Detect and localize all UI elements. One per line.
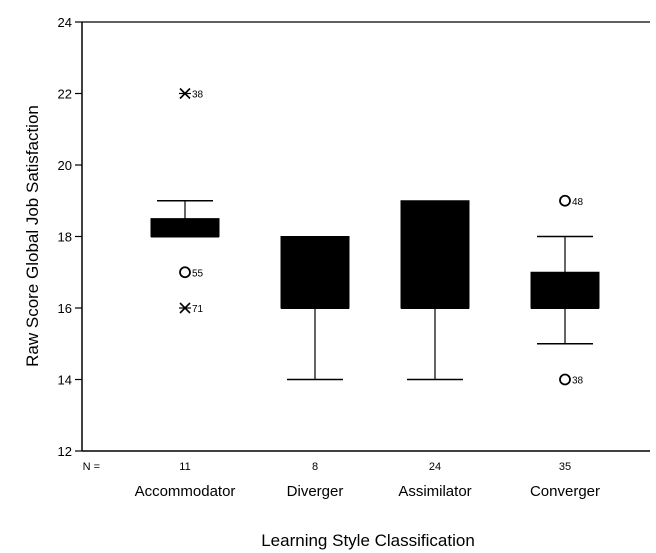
y-tick-label: 20 [58,158,72,173]
outlier-marker [179,266,191,279]
outlier-marker [559,373,571,386]
outlier-marker [559,194,571,207]
box-iqr [530,271,600,309]
y-tick-label: 16 [58,301,72,316]
y-axis-title: Raw Score Global Job Satisfaction [23,105,42,367]
n-value: 11 [179,461,190,473]
y-tick-label: 12 [58,444,72,459]
n-value: 8 [312,461,318,473]
extreme-marker [179,87,191,100]
y-tick-label: 18 [58,230,72,245]
box-accommodator: 38 55 71 [150,87,220,315]
x-axis-title: Learning Style Classification [261,531,475,550]
box-iqr [280,236,350,309]
box-converger: 48 38 [530,194,600,387]
box-iqr [150,218,220,237]
outlier-label: 38 [572,376,584,387]
y-tick-label: 22 [58,87,72,102]
outlier-label: 55 [192,268,204,279]
outlier-label: 48 [572,197,584,208]
n-value: 35 [559,461,571,473]
box-diverger [280,236,350,381]
category-label: Diverger [287,483,344,500]
category-label: Assimilator [398,483,471,500]
outlier-label: 71 [192,304,204,315]
category-label: Converger [530,483,600,500]
y-tick-label: 14 [58,373,72,388]
y-axis-ticks: 12 14 16 18 20 22 24 [58,15,82,459]
y-tick-label: 24 [58,15,72,30]
outlier-label: 38 [192,90,204,101]
boxes: 38 55 71 48 38 [150,87,600,387]
extreme-marker [179,302,191,314]
category-label: Accommodator [135,483,236,500]
box-iqr [400,200,470,309]
x-axis-labels: 11 Accommodator 8 Diverger 24 Assimilator 35 Co… [135,461,600,500]
n-label: N = [83,461,100,473]
n-value: 24 [429,461,441,473]
box-assimilator [400,200,470,381]
